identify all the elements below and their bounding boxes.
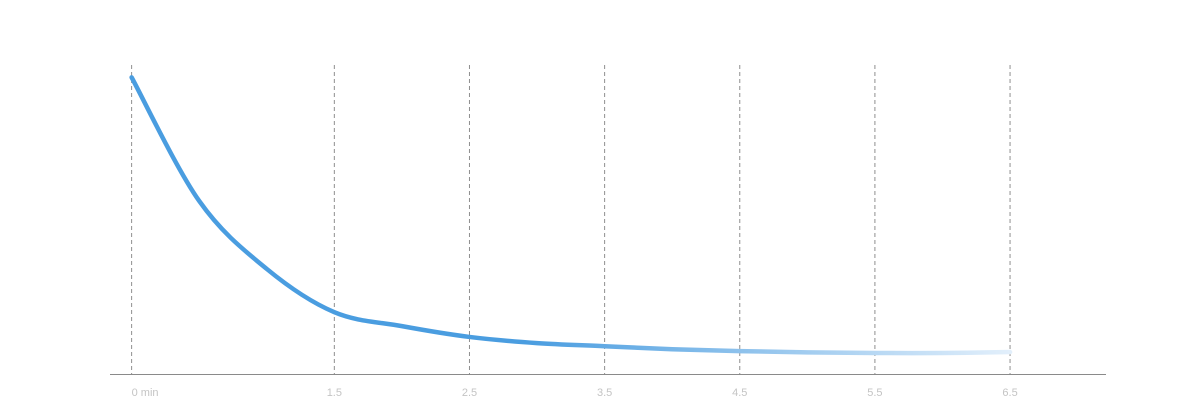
x-tick-label: 4.5 — [732, 387, 747, 399]
x-tick-label: 5.5 — [867, 387, 882, 399]
line — [129, 75, 1013, 356]
x-tick-label: 0 min — [132, 387, 159, 399]
x-tick-label: 3.5 — [597, 387, 612, 399]
x-tick-label: 6.5 — [1002, 387, 1017, 399]
x-tick-label: 1.5 — [327, 387, 342, 399]
x-tick-label: 2.5 — [462, 387, 477, 399]
